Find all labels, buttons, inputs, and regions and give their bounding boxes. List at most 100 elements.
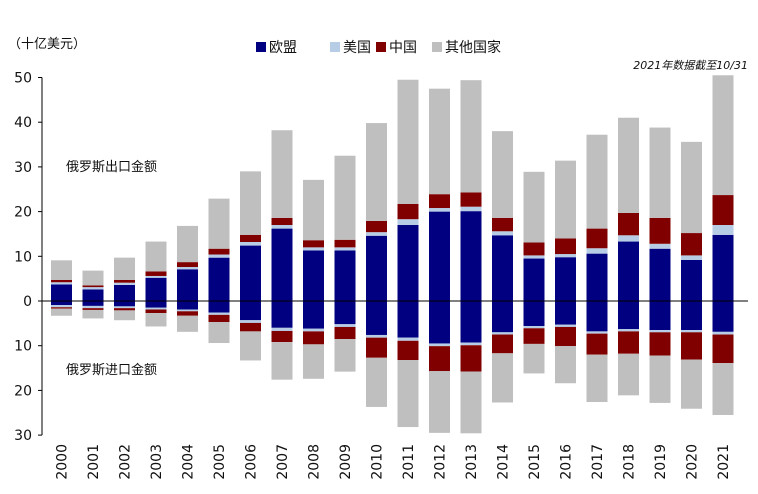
bar-import-美国-2009 — [334, 324, 356, 327]
bar-import-中国-2013 — [460, 345, 482, 372]
bar-export-美国-2005 — [208, 254, 230, 258]
bar-export-欧盟-2006 — [240, 245, 261, 301]
bar-export-欧盟-2000 — [51, 284, 72, 301]
bar-import-美国-2016 — [555, 324, 576, 327]
bar-group-2010 — [366, 123, 387, 407]
bar-group-2006 — [240, 171, 261, 361]
bar-import-美国-2005 — [208, 312, 230, 315]
bar-import-中国-2021 — [712, 334, 734, 364]
bar-export-其他国家-2010 — [366, 123, 387, 221]
y-axis: 30 20 10 0 10 20 30 40 50 — [14, 71, 43, 444]
bar-import-美国-2010 — [366, 334, 387, 338]
bar-import-欧盟-2007 — [271, 301, 293, 328]
bar-export-美国-2019 — [649, 243, 671, 249]
bar-import-美国-2006 — [240, 320, 261, 323]
bar-group-2019 — [649, 127, 671, 403]
bar-import-其他国家-2008 — [303, 344, 324, 379]
bar-export-欧盟-2015 — [523, 258, 545, 301]
bar-export-美国-2014 — [492, 231, 513, 236]
bar-import-美国-2001 — [82, 305, 104, 309]
bar-export-其他国家-2013 — [460, 80, 482, 193]
bar-export-欧盟-2018 — [618, 241, 639, 301]
x-tick-label: 2005 — [212, 444, 228, 480]
bar-export-其他国家-2012 — [429, 88, 450, 195]
x-tick-label: 2018 — [622, 444, 638, 480]
y-tick-label: 20 — [14, 383, 32, 399]
bar-import-中国-2007 — [271, 330, 293, 343]
x-tick-label: 2008 — [307, 444, 323, 480]
bar-import-中国-2016 — [555, 326, 576, 347]
bar-group-2016 — [555, 160, 576, 384]
bar-export-其他国家-2004 — [177, 225, 198, 263]
bar-export-中国-2013 — [460, 192, 482, 207]
bar-import-欧盟-2016 — [555, 301, 576, 325]
bar-import-美国-2000 — [51, 305, 72, 308]
bar-import-美国-2013 — [460, 342, 482, 346]
bar-import-中国-2010 — [366, 337, 387, 358]
bar-import-其他国家-2012 — [429, 371, 450, 433]
bar-export-欧盟-2009 — [334, 250, 356, 301]
x-tick-label: 2020 — [685, 444, 701, 480]
bar-group-2000 — [51, 260, 72, 316]
y-tick-label: 20 — [14, 205, 32, 221]
bar-export-美国-2021 — [712, 225, 734, 235]
bar-import-其他国家-2010 — [366, 357, 387, 407]
bar-export-其他国家-2005 — [208, 198, 230, 249]
bar-export-欧盟-2013 — [460, 211, 482, 301]
bar-export-其他国家-2009 — [334, 155, 356, 240]
bar-group-2004 — [177, 225, 198, 332]
bar-import-中国-2000 — [51, 307, 72, 309]
bar-export-欧盟-2010 — [366, 235, 387, 301]
bar-import-其他国家-2018 — [618, 353, 639, 396]
x-tick-label: 2000 — [55, 444, 71, 480]
bar-export-欧盟-2002 — [114, 284, 135, 301]
bar-export-欧盟-2014 — [492, 235, 513, 301]
x-tick-label: 2012 — [433, 444, 449, 480]
import-label: 俄罗斯进口金额 — [66, 362, 157, 378]
bar-group-2007 — [271, 130, 293, 380]
bar-export-美国-2001 — [82, 287, 104, 290]
bar-export-欧盟-2001 — [82, 289, 104, 301]
bar-import-其他国家-2007 — [271, 342, 293, 380]
bar-export-其他国家-2001 — [82, 270, 104, 286]
bar-export-美国-2018 — [618, 235, 639, 242]
bar-import-欧盟-2000 — [51, 301, 72, 306]
bar-import-美国-2011 — [397, 337, 419, 341]
bar-export-美国-2013 — [460, 206, 482, 212]
bar-export-其他国家-2014 — [492, 131, 513, 218]
bar-export-欧盟-2008 — [303, 250, 324, 301]
bar-import-美国-2012 — [429, 343, 450, 347]
bar-export-美国-2008 — [303, 247, 324, 251]
bar-export-欧盟-2005 — [208, 257, 230, 301]
bar-export-美国-2020 — [681, 255, 702, 260]
bar-import-欧盟-2020 — [681, 301, 702, 331]
bar-import-美国-2002 — [114, 306, 135, 309]
bar-export-中国-2008 — [303, 240, 324, 248]
bar-import-中国-2002 — [114, 308, 135, 311]
bar-export-欧盟-2021 — [712, 234, 734, 301]
bar-export-中国-2009 — [334, 239, 356, 248]
bar-export-欧盟-2017 — [586, 253, 608, 301]
bar-import-欧盟-2006 — [240, 301, 261, 321]
bar-group-2017 — [586, 134, 608, 403]
bar-import-其他国家-2011 — [397, 360, 419, 428]
bar-export-欧盟-2003 — [145, 277, 167, 301]
bar-export-中国-2006 — [240, 234, 261, 242]
legend-swatch-欧盟 — [256, 42, 266, 52]
bar-group-2011 — [397, 79, 419, 428]
bar-import-欧盟-2001 — [82, 301, 104, 306]
bar-import-其他国家-2013 — [460, 371, 482, 434]
bar-export-中国-2002 — [114, 279, 135, 283]
x-tick-label: 2006 — [244, 444, 260, 480]
bar-import-其他国家-2017 — [586, 354, 608, 403]
bar-group-2012 — [429, 88, 450, 433]
bar-export-其他国家-2021 — [712, 75, 734, 196]
bar-import-欧盟-2019 — [649, 301, 671, 331]
bar-export-中国-2004 — [177, 262, 198, 268]
bar-group-2018 — [618, 117, 639, 396]
bar-export-美国-2011 — [397, 219, 419, 226]
bar-export-其他国家-2018 — [618, 117, 639, 213]
bar-import-其他国家-2003 — [145, 313, 167, 327]
x-tick-label: 2010 — [370, 444, 386, 480]
bar-export-其他国家-2008 — [303, 179, 324, 241]
